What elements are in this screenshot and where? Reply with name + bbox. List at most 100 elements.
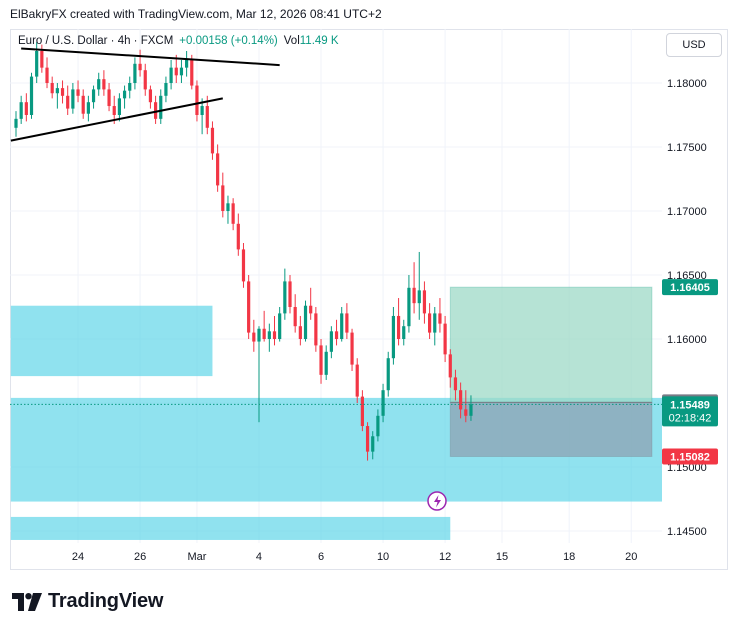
price-tick-label: 1.15000 (667, 462, 707, 474)
time-axis[interactable]: 24 26 Mar 4 6 10 12 15 18 20 (72, 551, 637, 563)
candle-up (91, 89, 96, 103)
candle-up (267, 331, 271, 339)
candle-down (262, 328, 266, 339)
candle-up (97, 79, 101, 90)
candle-down (241, 249, 246, 282)
candle-down (334, 331, 339, 339)
trend-line[interactable] (10, 97, 223, 142)
candle-up (19, 102, 23, 119)
candle-up (329, 331, 333, 352)
candle-down (350, 332, 354, 365)
candle-down (221, 185, 225, 211)
candle-up (469, 404, 473, 416)
trend-line[interactable] (21, 47, 280, 67)
time-tick-label: 12 (439, 551, 451, 563)
legend-vol-label: Vol (283, 35, 300, 47)
time-tick-label: 10 (377, 551, 389, 563)
position-stop-area[interactable] (449, 401, 653, 458)
time-tick-label: 24 (72, 551, 84, 563)
tradingview-brand-text: TradingView (48, 590, 164, 612)
price-badge-value: 1.15489 (670, 399, 710, 411)
price-badge (662, 279, 718, 296)
time-tick-label: 18 (563, 551, 575, 563)
candle-down (355, 364, 359, 397)
candle-down (448, 354, 452, 378)
time-tick-label: 20 (625, 551, 637, 563)
price-badge (662, 396, 718, 427)
candle-down (443, 323, 447, 355)
candle-up (159, 95, 163, 119)
price-tick-label: 1.14500 (667, 526, 707, 538)
candle-down (174, 67, 178, 76)
price-tick-label: 1.17500 (667, 142, 707, 154)
legend-symbol[interactable]: Euro / U.S. Dollar · 4h · FXCM (18, 35, 174, 47)
price-tick-label: 1.17000 (667, 206, 707, 218)
candle-down (428, 313, 432, 333)
candle-up (371, 436, 375, 452)
candle-down (190, 59, 194, 86)
candle-down (360, 396, 364, 427)
currency-button[interactable]: USD (666, 33, 722, 57)
candle-up (386, 358, 390, 391)
candle-up (71, 89, 75, 109)
candle-up (381, 390, 385, 416)
candle-down (143, 70, 147, 90)
legend-change: +0.00158 (+0.14%) (179, 35, 278, 47)
candle-up (185, 59, 189, 68)
candle-up (169, 67, 173, 83)
candle-up (226, 203, 230, 211)
price-badge (662, 448, 718, 465)
alert-marker[interactable] (427, 491, 447, 511)
candle-down (345, 313, 349, 333)
candle-up (200, 106, 204, 115)
demand-zone-rect (10, 305, 213, 377)
candle-up (278, 313, 282, 339)
candle-down (66, 95, 70, 109)
candle-down (464, 409, 468, 416)
tradingview-logo-icon (12, 592, 42, 611)
candle-down (365, 426, 370, 452)
price-axis[interactable]: 1.180001.175001.170001.165001.160001.155… (667, 78, 707, 538)
candle-down (309, 305, 313, 314)
long-position-tool[interactable] (449, 286, 653, 458)
candle-up (55, 88, 59, 94)
candle-up (35, 51, 39, 77)
candle-down (231, 203, 235, 224)
chart-legend: Euro / U.S. Dollar · 4h · FXCM +0.00158 (… (18, 35, 339, 47)
candles (14, 42, 473, 461)
candle-up (391, 315, 396, 359)
candle-down (319, 345, 323, 375)
demand-zone-rect (10, 516, 451, 540)
candle-down (76, 89, 80, 96)
price-tick-label: 1.16000 (667, 334, 707, 346)
lightning-bolt-icon (434, 495, 441, 508)
candle-down (422, 290, 427, 314)
time-tick-label: 15 (496, 551, 508, 563)
tradingview-logo: TradingView (12, 590, 163, 613)
price-chart[interactable]: 1.180001.175001.170001.165001.160001.155… (10, 29, 728, 570)
candle-down (195, 85, 199, 115)
price-tick-label: 1.16500 (667, 270, 707, 282)
candle-up (283, 281, 287, 314)
position-target-area[interactable] (449, 286, 653, 403)
candle-up (324, 351, 328, 375)
candle-up (122, 90, 127, 99)
candle-up (417, 290, 421, 304)
price-badge-value: 1.16405 (670, 282, 710, 294)
candle-up (128, 83, 132, 91)
candle-down (412, 287, 416, 304)
candle-down (24, 102, 28, 115)
candle-up (86, 102, 90, 114)
candle-down (210, 127, 215, 154)
candle-up (14, 118, 18, 128)
legend-vol-value: 11.49 K (299, 35, 339, 47)
trend-lines[interactable] (10, 47, 280, 142)
candle-down (288, 281, 292, 307)
candle-down (112, 106, 116, 115)
candle-down (396, 315, 401, 339)
candle-down (45, 67, 49, 83)
candle-up (303, 305, 308, 339)
candle-down (216, 153, 220, 186)
candle-down (252, 332, 256, 342)
